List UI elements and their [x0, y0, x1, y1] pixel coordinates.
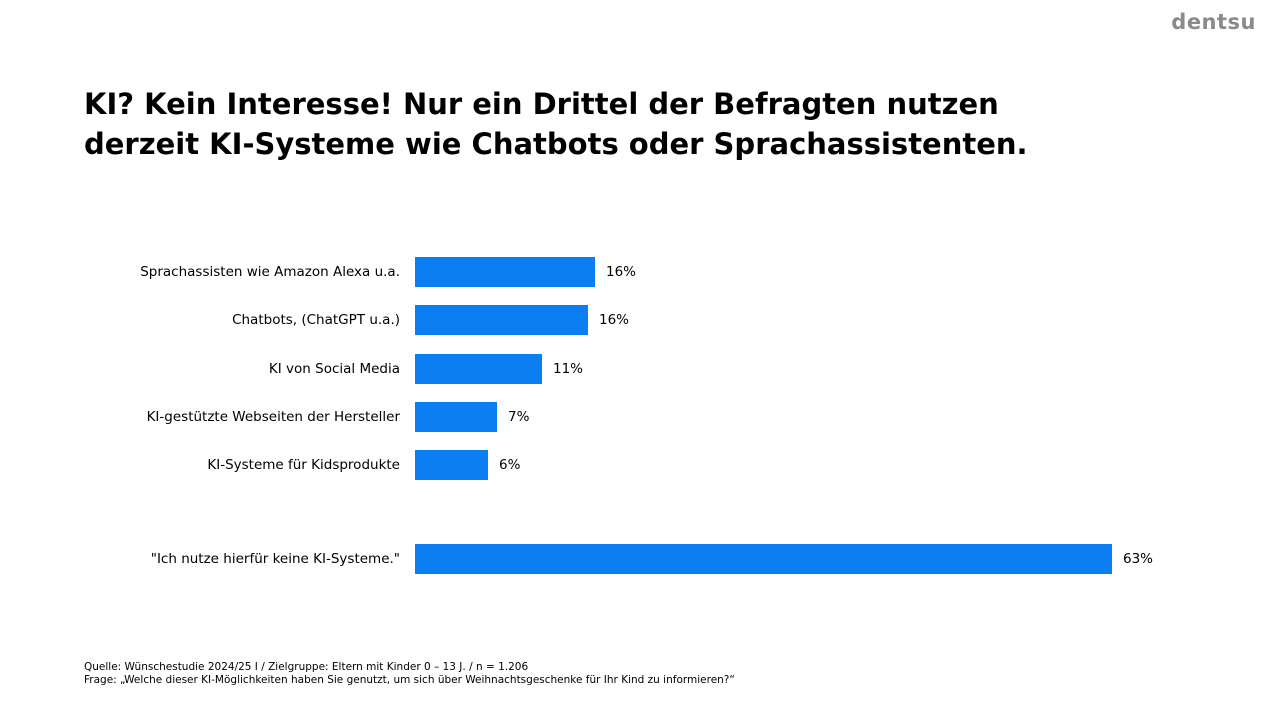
chart-row: "Ich nutze hierfür keine KI-Systeme." 63%	[84, 544, 1153, 574]
value-label: 63%	[1123, 551, 1154, 567]
value-label: 16%	[606, 264, 637, 280]
bar	[415, 544, 1112, 574]
bar	[415, 257, 595, 287]
category-label: KI von Social Media	[268, 360, 400, 377]
bar	[415, 450, 488, 481]
bar	[415, 401, 497, 432]
category-label: "Ich nutze hierfür keine KI-Systeme."	[150, 551, 400, 567]
dentsu-logo: dentsu	[1171, 10, 1256, 34]
bar	[415, 353, 542, 384]
value-label: 16%	[599, 312, 630, 329]
chart-row: KI von Social Media 11%	[84, 353, 584, 384]
source-note: Quelle: Wünschestudie 2024/25 I / Zielgr…	[84, 661, 735, 686]
category-label: KI-gestützte Webseiten der Hersteller	[146, 408, 400, 425]
category-label: Chatbots, (ChatGPT u.a.)	[232, 312, 400, 329]
chart-row: Chatbots, (ChatGPT u.a.) 16%	[84, 305, 630, 336]
chart-row: KI-Systeme für Kidsprodukte 6%	[84, 450, 521, 481]
bar	[415, 305, 588, 336]
value-label: 6%	[499, 457, 521, 474]
page-title: KI? Kein Interesse! Nur ein Drittel der …	[84, 87, 1028, 161]
category-label: KI-Systeme für Kidsprodukte	[207, 457, 400, 474]
chart-row: KI-gestützte Webseiten der Hersteller 7%	[84, 401, 530, 432]
value-label: 11%	[553, 360, 584, 377]
value-label: 7%	[508, 408, 530, 425]
category-label: Sprachassisten wie Amazon Alexa u.a.	[140, 264, 400, 280]
chart-row: Sprachassisten wie Amazon Alexa u.a. 16%	[84, 257, 636, 287]
bar-chart: Sprachassisten wie Amazon Alexa u.a. 16% C…	[84, 242, 1224, 587]
